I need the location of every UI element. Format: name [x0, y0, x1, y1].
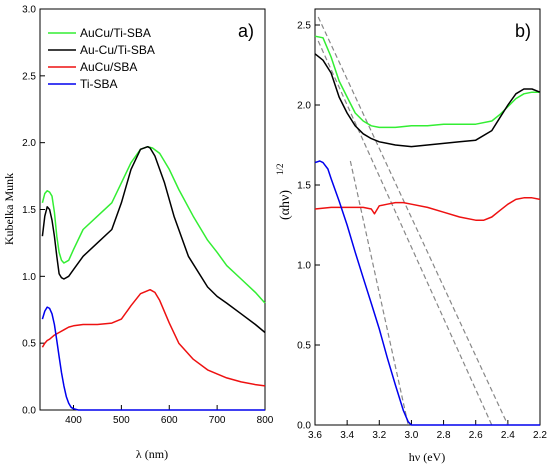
legend-label: Au-Cu/Ti-SBA [80, 43, 155, 57]
panel-a-x-tick-label: 700 [209, 415, 226, 426]
panel-a-series-line-3 [41, 288, 266, 387]
panel-a-x-axis-label: λ (nm) [136, 447, 168, 461]
panel-b-y-axis-exponent: 1/2 [275, 163, 285, 175]
panel-b-series-line-2 [314, 53, 541, 148]
panel-b: 3.6 3.4 3.2 3.0 2.8 2.6 2.4 2.2 0.0 0.5 1.0 1.5 2.0 2… [297, 16, 547, 441]
panel-a-y-tick-label: 2.0 [22, 138, 36, 149]
legend-label: AuCu/SBA [80, 60, 137, 74]
panel-a-series-line-4 [41, 306, 265, 411]
panel-b-x-tick-label: 3.4 [340, 430, 354, 441]
panel-b-y-tick-label: 2.0 [297, 101, 311, 112]
panel-b-x-tick-label: 3.2 [372, 430, 386, 441]
panel-a-x-tick-label: 800 [257, 415, 274, 426]
panel-b-y-tick-label: 1.0 [297, 261, 311, 272]
panel-a-x-tick-label: 400 [65, 415, 82, 426]
panel-a-series-line-2 [41, 145, 266, 334]
panel-b-frame [314, 8, 541, 426]
panel-b-y-tick-label: 2.5 [297, 21, 311, 32]
panel-b-x-tick-label: 2.6 [469, 430, 483, 441]
panel-b-label: b) [515, 21, 531, 41]
panel-a-y-tick-label: 1.5 [22, 205, 36, 216]
legend-label: Ti-SBA [80, 77, 118, 91]
panel-b-x-axis-label: hν (eV) [409, 450, 445, 464]
panel-b-series-line-3 [314, 197, 541, 221]
legend-label: AuCu/Ti-SBA [80, 26, 151, 40]
panel-a-x-tick-label: 500 [113, 415, 130, 426]
panel-a-y-tick-label: 1.0 [22, 272, 36, 283]
panel-b-series-line-1 [314, 35, 540, 129]
panel-a-y-tick-label: 0.0 [22, 406, 36, 417]
panel-a-x-tick-label: 600 [161, 415, 178, 426]
panel-b-x-tick-label: 2.8 [437, 430, 451, 441]
panel-a-y-tick-label: 3.0 [22, 5, 36, 16]
panel-b-x-tick-label: 2.2 [533, 430, 547, 441]
panel-b-x-tick-label: 3.6 [308, 430, 322, 441]
panel-b-fit-line [317, 16, 509, 426]
panel-b-fit-line [349, 160, 409, 426]
panel-b-x-tick-label: 3.0 [404, 430, 418, 441]
panel-a-y-axis-label: Kubelka Munk [2, 173, 16, 245]
panel-a-series-line-1 [41, 145, 266, 304]
panel-b-y-tick-label: 1.5 [297, 181, 311, 192]
panel-a-frame [39, 8, 266, 411]
panel-a-y-tick-label: 2.5 [22, 71, 36, 82]
panel-a-y-tick-label: 0.5 [22, 339, 36, 350]
panel-b-y-tick-label: 0.0 [297, 421, 311, 432]
panel-b-fit-line [317, 40, 493, 426]
panel-b-y-tick-label: 0.5 [297, 341, 311, 352]
panel-a-label: a) [238, 21, 254, 41]
panel-a: 400 500 600 700 800 0.0 0.5 1.0 1.5 2.0 2.5 3.0 AuCu… [22, 5, 274, 427]
panel-b-x-tick-label: 2.4 [501, 430, 515, 441]
panel-b-y-axis-label: (αhν) [278, 190, 293, 220]
panel-b-series-line-4 [314, 160, 540, 426]
